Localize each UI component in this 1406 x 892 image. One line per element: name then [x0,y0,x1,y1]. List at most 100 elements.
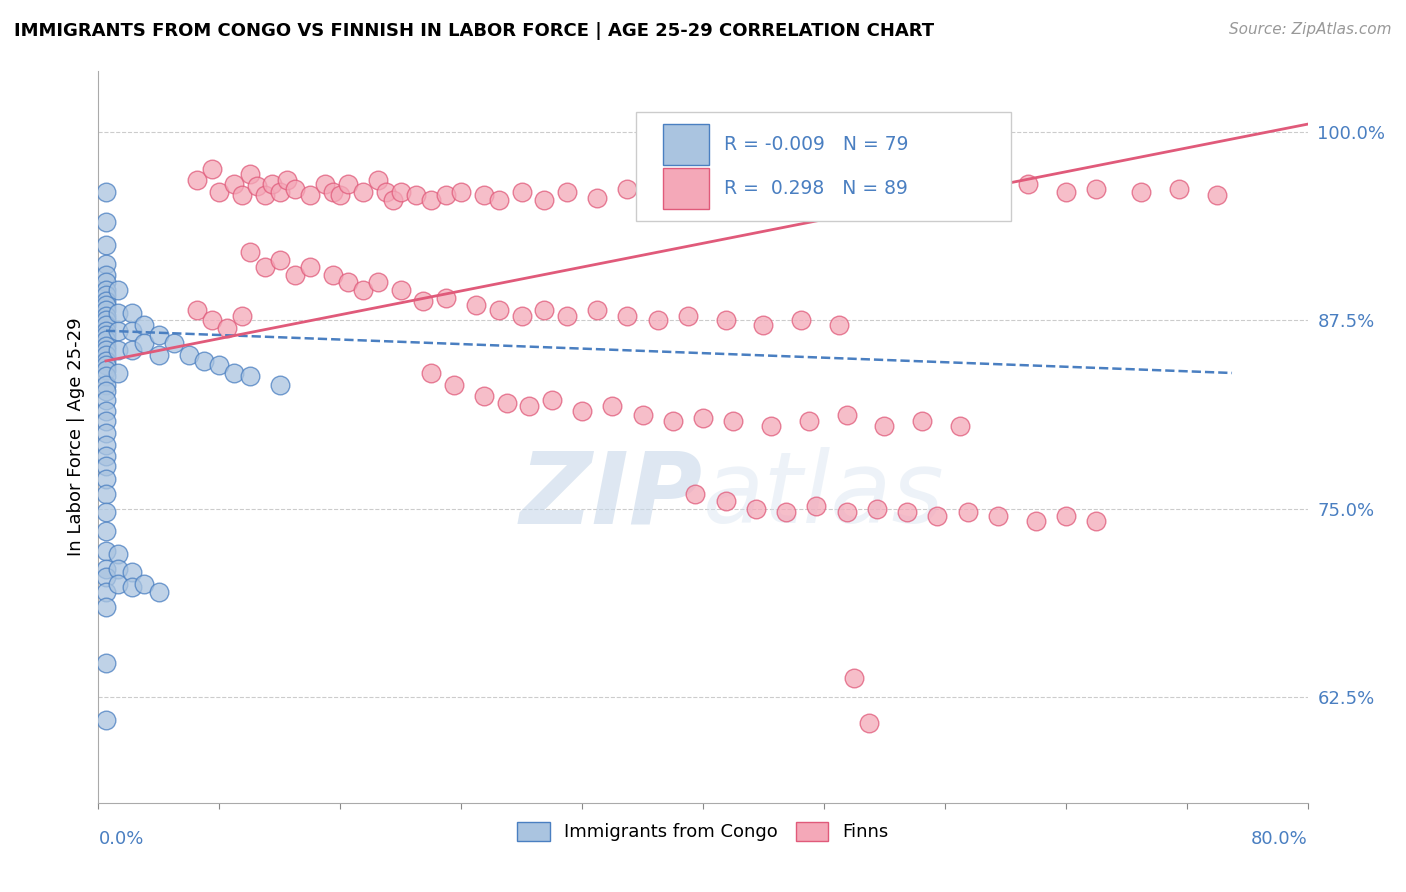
Point [1206,188,1229,202]
Point [1054,185,1077,199]
Point [224,178,246,192]
Point [231,188,253,202]
Point [723,191,745,205]
Point [94,459,117,474]
Point [132,318,155,332]
Point [434,188,457,202]
Point [443,378,465,392]
Point [94,544,117,558]
Point [835,505,858,519]
Point [239,245,262,260]
Point [94,505,117,519]
Point [759,185,782,199]
Point [94,185,117,199]
Point [714,313,737,327]
Point [654,188,676,202]
Point [215,320,238,334]
FancyBboxPatch shape [664,169,709,209]
Point [276,173,298,187]
Point [94,656,117,670]
Point [284,268,307,282]
Point [269,185,291,199]
Point [148,328,170,343]
Point [121,324,143,338]
Point [602,399,624,413]
Point [759,418,782,433]
Point [571,403,593,417]
Point [495,396,517,410]
Point [299,260,322,275]
Y-axis label: In Labor Force | Age 25-29: In Labor Force | Age 25-29 [66,318,84,557]
Legend: Immigrants from Congo, Finns: Immigrants from Congo, Finns [510,814,896,848]
Point [382,193,405,207]
Point [94,713,117,727]
Point [896,505,918,519]
Point [94,328,117,343]
Point [844,671,866,685]
Point [949,418,972,433]
Point [586,191,609,205]
Point [94,384,117,398]
Point [775,505,797,519]
Point [745,501,768,516]
Point [94,309,117,323]
Point [107,562,129,576]
Point [253,260,276,275]
Point [586,302,609,317]
Point [488,193,510,207]
Point [94,403,117,417]
Point [201,162,224,177]
Point [94,569,117,583]
Point [262,178,284,192]
Point [94,339,117,353]
Point [94,584,117,599]
Point [94,302,117,317]
Point [904,191,927,205]
Text: 80.0%: 80.0% [1251,830,1308,848]
FancyBboxPatch shape [637,112,1011,221]
Point [94,324,117,338]
Point [94,298,117,312]
Point [107,366,129,380]
Point [94,237,117,252]
Point [94,283,117,297]
Point [420,193,443,207]
Point [94,524,117,539]
Point [533,193,555,207]
Point [866,185,889,199]
Point [1054,509,1077,524]
Point [314,178,336,192]
Point [790,188,813,202]
Point [941,185,963,199]
Point [434,291,457,305]
Point [987,509,1010,524]
Point [858,715,880,730]
Point [1085,182,1108,196]
Point [911,414,934,428]
Point [540,393,562,408]
Point [246,178,269,193]
Point [692,411,714,425]
Point [94,215,117,229]
Point [828,193,851,207]
Point [1017,178,1039,192]
Point [405,188,427,202]
Point [121,306,143,320]
Point [94,438,117,452]
Point [752,318,775,332]
Point [299,188,322,202]
Point [94,313,117,327]
Point [465,298,488,312]
Point [107,343,129,358]
Point [208,185,231,199]
Point [616,182,638,196]
Point [107,324,129,338]
Point [352,283,374,297]
Point [132,577,155,591]
Point [488,302,510,317]
Point [163,335,186,350]
Point [193,354,215,368]
Point [107,283,129,297]
Point [1130,185,1153,199]
Point [94,287,117,301]
